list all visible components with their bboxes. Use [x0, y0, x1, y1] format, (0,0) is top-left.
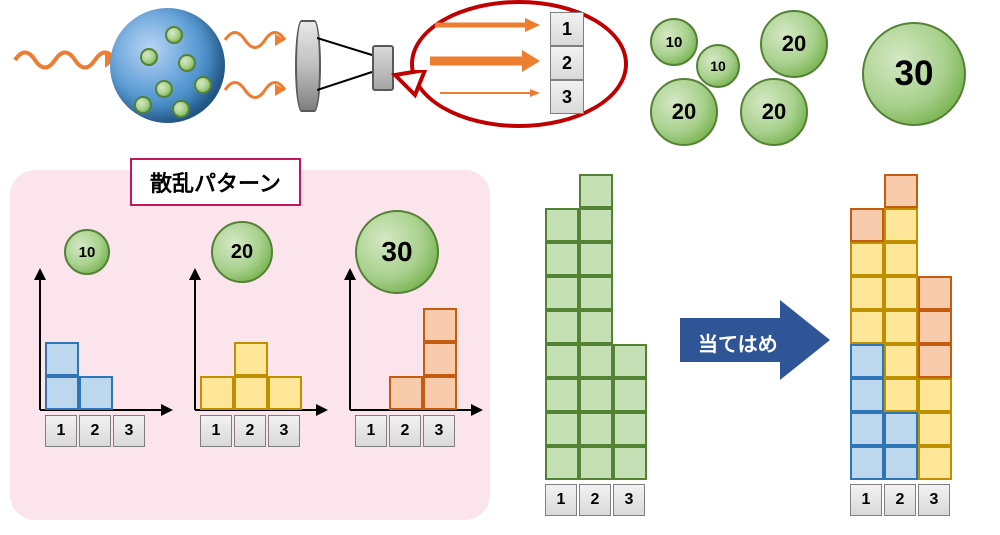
bar-block: [389, 376, 423, 410]
sum-block: [545, 378, 579, 412]
diagram: 1 2 3 101020202030 散乱パターン 10123201233012…: [0, 0, 1000, 535]
axis-label: 3: [113, 415, 145, 447]
sum-block: [545, 446, 579, 480]
fit-block: [850, 412, 884, 446]
axis-label: 3: [918, 484, 950, 516]
fit-block: [850, 276, 884, 310]
bar-block: [423, 376, 457, 410]
sum-block: [545, 276, 579, 310]
sum-block: [579, 344, 613, 378]
fit-block: [850, 242, 884, 276]
particle-ball: 10: [650, 18, 698, 66]
particle-ball: 30: [862, 22, 966, 126]
axis-label: 2: [389, 415, 421, 447]
sum-block: [613, 446, 647, 480]
axis-label: 2: [579, 484, 611, 516]
bar-block: [45, 342, 79, 376]
lens-rays: [317, 30, 377, 100]
sum-block: [613, 378, 647, 412]
fit-block: [918, 310, 952, 344]
fit-block: [884, 378, 918, 412]
fit-block: [884, 412, 918, 446]
fit-block: [884, 208, 918, 242]
panel-title: 散乱パターン: [130, 158, 301, 206]
fit-block: [918, 412, 952, 446]
bar-block: [200, 376, 234, 410]
sum-block: [579, 276, 613, 310]
fit-block: [850, 310, 884, 344]
axis-label: 1: [200, 415, 232, 447]
detector-cell: 3: [550, 80, 584, 114]
axis-label: 3: [268, 415, 300, 447]
fit-block: [918, 344, 952, 378]
sum-block: [613, 344, 647, 378]
fit-block: [918, 276, 952, 310]
fit-block: [850, 446, 884, 480]
fit-block: [850, 208, 884, 242]
detector-cell: 1: [550, 12, 584, 46]
sum-block: [579, 310, 613, 344]
arrow-to-cell-1: [435, 15, 540, 40]
fit-block: [918, 378, 952, 412]
fit-block: [884, 174, 918, 208]
sum-block: [579, 378, 613, 412]
fit-arrow: 当てはめ: [680, 300, 830, 385]
sum-block: [545, 208, 579, 242]
axis-label: 3: [613, 484, 645, 516]
fit-block: [850, 378, 884, 412]
particle-ball: 10: [696, 44, 740, 88]
axis-label: 2: [884, 484, 916, 516]
axis-label: 1: [45, 415, 77, 447]
fit-block: [918, 446, 952, 480]
sum-block: [579, 412, 613, 446]
fit-block: [850, 344, 884, 378]
axis-label: 2: [79, 415, 111, 447]
bar-block: [45, 376, 79, 410]
particle-ball: 20: [650, 78, 718, 146]
arrow-to-cell-2: [430, 48, 540, 79]
axis-label: 2: [234, 415, 266, 447]
sum-block: [579, 208, 613, 242]
sum-block: [545, 344, 579, 378]
fit-arrow-label: 当てはめ: [698, 328, 778, 357]
bar-block: [234, 342, 268, 376]
sum-block: [613, 412, 647, 446]
fit-block: [884, 276, 918, 310]
axis-label: 3: [423, 415, 455, 447]
sum-block: [579, 242, 613, 276]
fit-block: [884, 242, 918, 276]
axis-label: 1: [545, 484, 577, 516]
sum-block: [545, 242, 579, 276]
sum-block: [545, 310, 579, 344]
fit-block: [884, 310, 918, 344]
bar-block: [423, 308, 457, 342]
fit-block: [884, 344, 918, 378]
particle-ball: 20: [760, 10, 828, 78]
sum-block: [545, 412, 579, 446]
sum-block: [579, 174, 613, 208]
bar-block: [79, 376, 113, 410]
particle-ball: 20: [740, 78, 808, 146]
bar-block: [234, 376, 268, 410]
axis-label: 1: [355, 415, 387, 447]
bar-block: [268, 376, 302, 410]
bubble-cells: 1 2 3: [550, 12, 584, 114]
sample-sphere: [110, 8, 225, 123]
detector-cell: 2: [550, 46, 584, 80]
bar-block: [423, 342, 457, 376]
sum-block: [579, 446, 613, 480]
fit-block: [884, 446, 918, 480]
arrow-to-cell-3: [440, 86, 540, 105]
axis-label: 1: [850, 484, 882, 516]
